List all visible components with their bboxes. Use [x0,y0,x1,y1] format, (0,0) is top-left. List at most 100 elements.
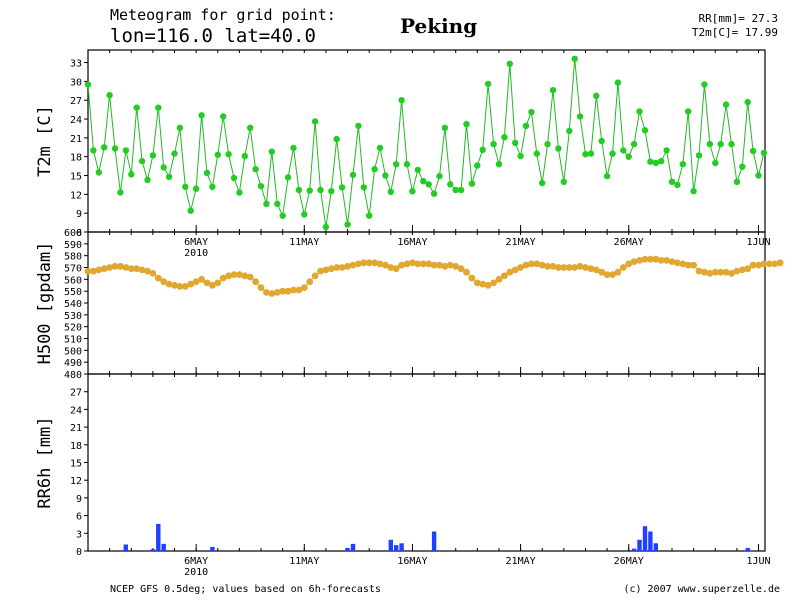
h500-point [760,260,768,268]
t2m-point [728,140,735,148]
h500-point [95,266,103,274]
t2m-point [106,92,113,99]
t2m-point [674,181,681,189]
h500-ytick-label: 480 [64,370,82,381]
h500-point [144,267,151,275]
t2m-point [755,172,762,179]
t2m-point [430,190,438,197]
t2m-point [517,152,524,160]
t2m-point [749,147,757,155]
h500-point [306,278,314,286]
h500-point [457,265,465,273]
t2m-point [311,118,319,125]
t2m-point [636,108,643,115]
t2m-point [587,150,595,157]
h500-point [106,264,113,271]
h500-ytick-label: 570 [64,264,82,275]
rr6h-bar [637,539,642,551]
h500-point [371,259,378,267]
t2m-point [133,104,140,111]
h500-point [517,264,524,271]
temperature-mean-readout: T2m[C]= 17.99 [691,26,778,39]
h500-point [446,261,454,269]
t2m-point [739,163,746,170]
t2m-point [603,172,611,180]
h500-point [668,258,676,265]
t2m-point [712,159,719,167]
t2m-point [598,137,605,145]
t2m-point [187,207,194,214]
h500-point [684,261,692,269]
h500-point [755,261,762,269]
h500-point [582,264,589,271]
h500-point [533,260,541,268]
rr6h-bar [150,549,156,551]
h500-point [84,267,92,275]
t2m-point [176,124,184,131]
rr6h-ytick-label: 15 [70,459,82,470]
h500-point [717,268,725,276]
t2m-point [225,151,232,158]
rr6h-xtick-label: 1JUN [746,556,770,567]
t2m-point [647,158,654,165]
t2m-point [582,151,589,158]
t2m-point [609,150,616,157]
t2m-point [425,181,432,188]
t2m-point [301,211,308,218]
t2m-point [274,200,281,207]
h500-point [560,264,568,271]
t2m-point [182,183,189,190]
h500-point [592,266,600,274]
h500-point [154,274,162,282]
h500-point [209,281,216,289]
t2m-series-line [87,58,765,228]
t2m-ytick-label: 24 [70,115,82,126]
t2m-point [290,144,297,152]
h500-point [544,262,551,270]
t2m-point [506,60,513,67]
t2m-point [652,159,659,167]
h500-point [636,257,643,264]
t2m-point [403,161,411,168]
rr6h-bar [399,543,404,551]
h500-point [214,279,222,287]
h500-point [679,260,687,268]
h500-ytick-label: 490 [64,358,82,369]
t2m-xtick-label: 11MAY [289,237,319,248]
t2m-point [468,180,476,187]
h500-point [430,261,438,269]
h500-point [484,281,492,289]
h500-point [382,261,389,269]
h500-point [376,260,384,268]
h500-point [311,272,319,280]
h500-point [549,262,557,270]
h500-point [765,260,773,268]
h500-point [733,267,741,275]
t2m-point [706,140,713,148]
h500-point [641,255,649,263]
h500-point [225,272,233,280]
t2m-point [539,179,546,187]
t2m-xtick-label: 26MAY [614,237,644,248]
h500-point [522,261,530,269]
t2m-point [571,55,578,62]
rr6h-bar [653,543,658,551]
rr6h-xtick-sublabel: 2010 [184,567,208,578]
h500-ytick-label: 500 [64,346,82,357]
t2m-point [685,108,692,115]
rr6h-ytick-label: 21 [70,423,82,434]
t2m-point [209,183,216,190]
t2m-point [658,157,665,165]
t2m-point [333,135,340,143]
t2m-point [84,81,92,88]
t2m-point [668,178,676,185]
h500-point [576,262,584,270]
data-source-note: NCEP GFS 0.5deg; values based on 6h-fore… [110,584,381,595]
h500-point [565,264,573,271]
h500-point [138,266,146,274]
h500-point [776,259,784,267]
t2m-point [695,152,703,159]
h500-ytick-label: 580 [64,252,82,263]
t2m-point [625,153,632,160]
